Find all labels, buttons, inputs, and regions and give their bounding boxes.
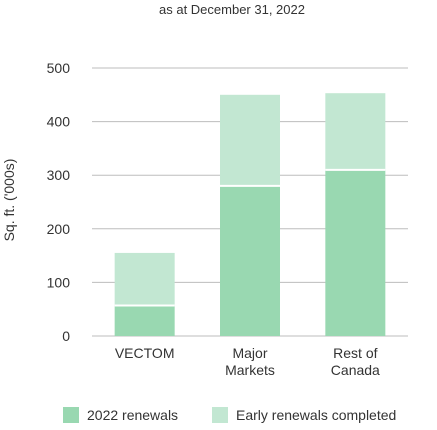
y-tick-label: 300 <box>47 167 71 183</box>
legend-swatch <box>63 407 79 423</box>
x-category-label: Major <box>232 345 267 361</box>
legend-label: Early renewals completed <box>236 407 396 423</box>
y-axis-ticks: 0 100 200 300 400 500 <box>47 60 71 344</box>
chart-subtitle: as at December 31, 2022 <box>159 2 305 17</box>
bar-early-renewals-1 <box>220 94 280 186</box>
y-axis-label: Sq. ft. ('000s) <box>1 159 17 242</box>
legend-label: 2022 renewals <box>87 407 178 423</box>
y-tick-label: 400 <box>47 114 71 130</box>
y-tick-label: 0 <box>62 328 70 344</box>
bar-early-renewals-2 <box>325 93 386 170</box>
y-tick-label: 500 <box>47 60 71 76</box>
x-category-label: Rest of <box>333 345 377 361</box>
legend-swatch <box>212 407 228 423</box>
x-category-label: Canada <box>331 362 380 378</box>
y-tick-label: 100 <box>47 274 71 290</box>
bars <box>114 93 386 336</box>
bar-renewals-2022-0 <box>114 305 175 336</box>
legend: 2022 renewals Early renewals completed <box>63 407 396 423</box>
bar-renewals-2022-2 <box>325 169 386 336</box>
x-category-label: Markets <box>225 362 275 378</box>
x-category-label: VECTOM <box>115 345 175 361</box>
bar-early-renewals-0 <box>114 252 175 306</box>
bar-renewals-2022-1 <box>220 185 280 336</box>
y-tick-label: 200 <box>47 221 71 237</box>
